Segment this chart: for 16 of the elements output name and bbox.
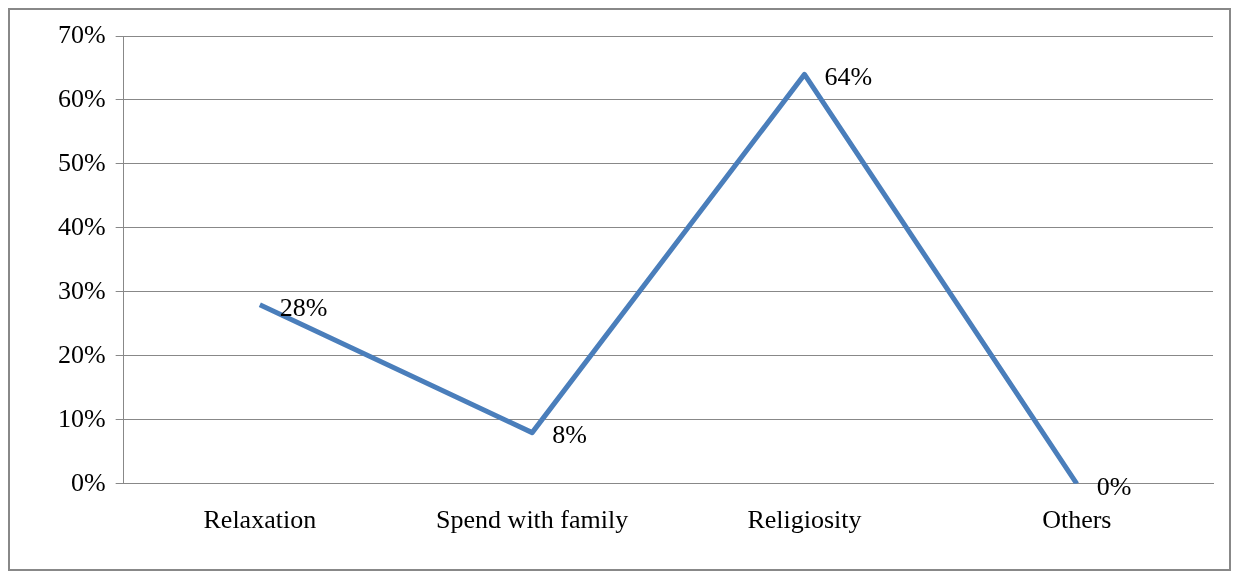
data-label: 0% — [1096, 471, 1132, 501]
x-tick-label: Relaxation — [203, 505, 317, 535]
y-tick-label: 40% — [57, 211, 106, 241]
y-tick-label: 50% — [57, 147, 106, 177]
x-tick-label: Others — [1042, 505, 1112, 535]
y-tick-label: 20% — [57, 339, 106, 369]
data-label: 64% — [824, 62, 873, 92]
y-tick-label: 10% — [57, 403, 106, 433]
y-tick-label: 30% — [57, 275, 106, 305]
y-tick-label: 0% — [70, 467, 106, 497]
y-tick-label: 60% — [57, 83, 106, 113]
data-label: 8% — [552, 420, 587, 450]
y-tick-label: 70% — [57, 19, 106, 49]
data-label: 28% — [279, 292, 328, 322]
x-tick-label: Spend with family — [436, 505, 629, 535]
x-tick-label: Religiosity — [747, 505, 862, 535]
